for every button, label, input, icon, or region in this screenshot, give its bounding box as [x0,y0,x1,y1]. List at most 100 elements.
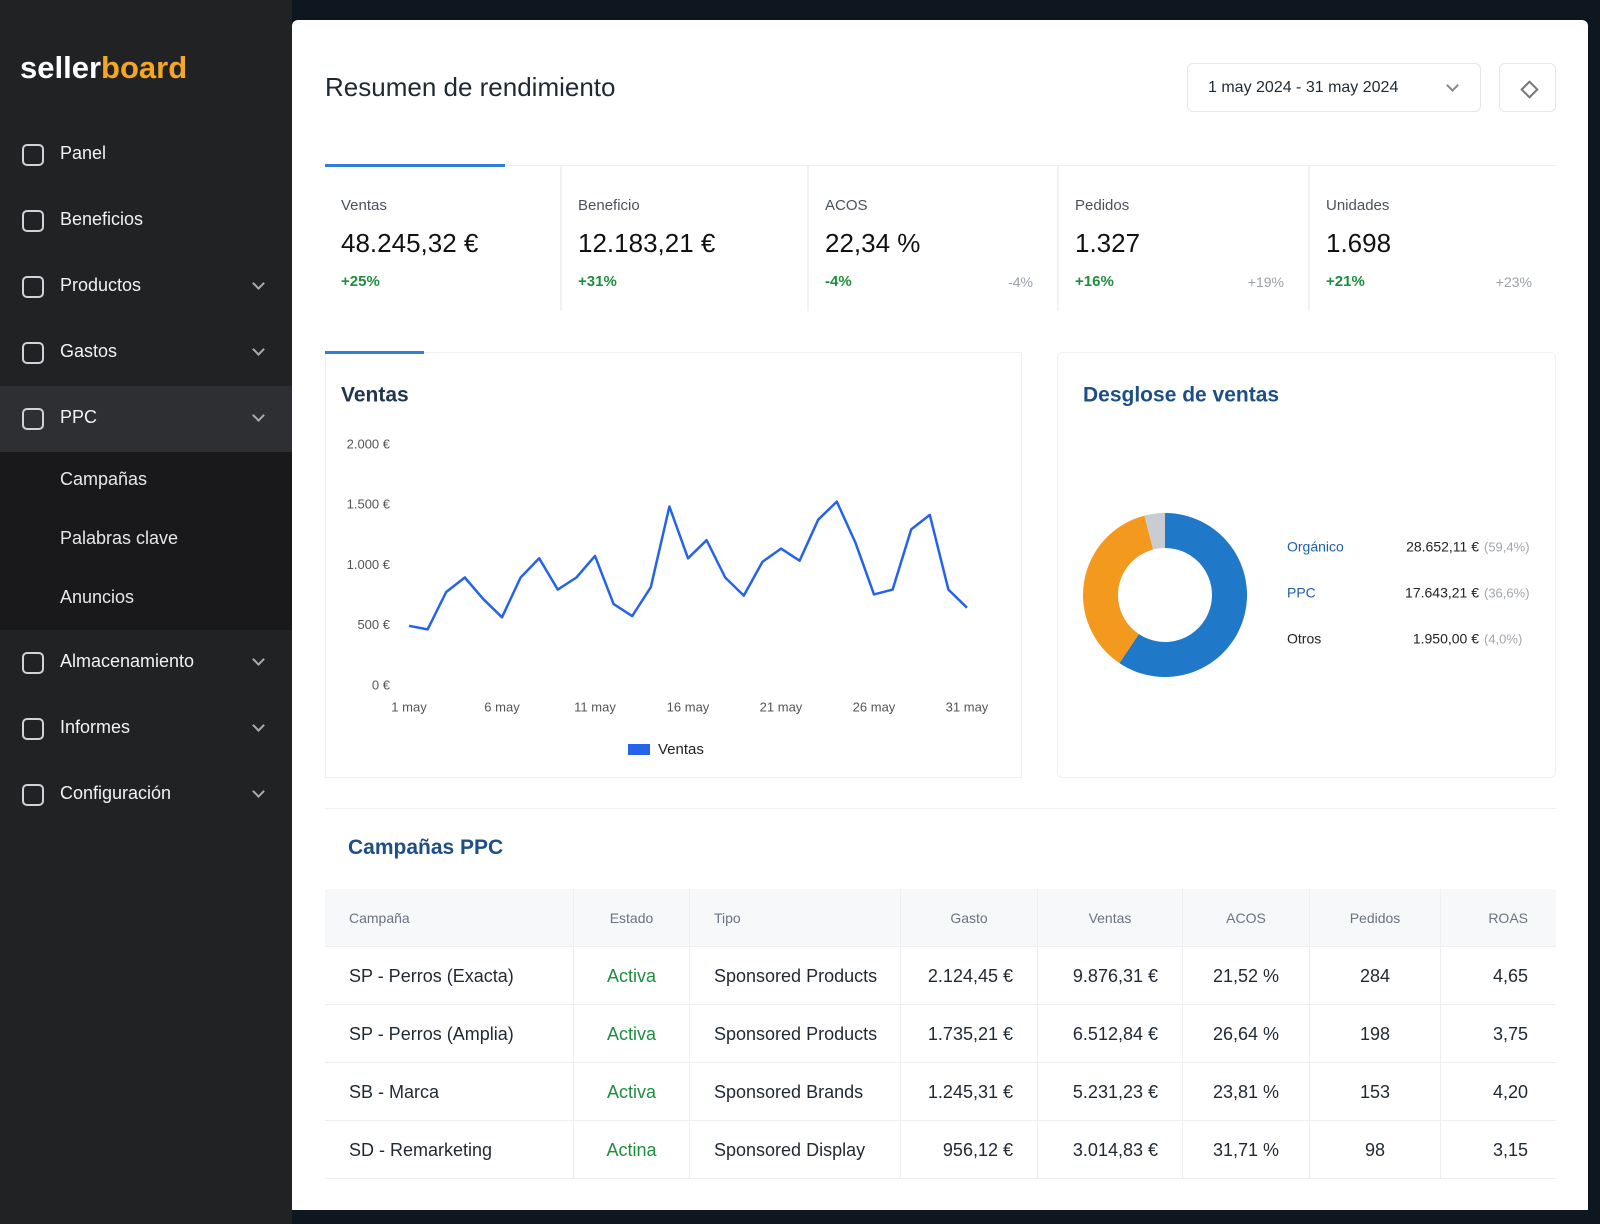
kpi-change: +21% [1326,273,1365,290]
table-cell: 21,52 % [1183,947,1310,1005]
dropdown-icon [1446,79,1459,92]
kpi-label: ACOS [825,197,868,214]
table-cell: Sponsored Brands [690,1063,901,1121]
kpi-change: +31% [578,273,617,290]
column-header: Gasto [901,889,1038,947]
column-header: Campaña [325,889,574,947]
table-cell: Sponsored Products [690,947,901,1005]
table-cell: Actina [574,1121,690,1179]
table-cell: Sponsored Products [690,1005,901,1063]
menu-item[interactable]: Productos [60,275,142,295]
submenu-item[interactable]: Campañas [60,469,148,489]
kpi-value: 1.698 [1326,228,1392,258]
kpi-change: +16% [1075,273,1114,290]
kpi-label: Pedidos [1075,197,1130,214]
chevron [252,785,265,798]
page-title: Resumen de rendimiento [325,72,616,102]
table-cell: Activa [574,1005,690,1063]
menu-item[interactable]: Gastos [60,341,118,361]
settings-button[interactable] [1499,63,1556,112]
kpi-compare: +19% [1247,274,1284,290]
table-cell: 956,12 € [901,1121,1038,1179]
menu-icon [22,784,44,806]
table-cell: SB - Marca [325,1063,574,1121]
submenu-bg [0,452,292,630]
date-picker[interactable]: 1 may 2024 - 31 may 2024 [1187,63,1481,112]
menu-icon [22,276,44,298]
column-header: Pedidos [1310,889,1441,947]
column-header: Estado [574,889,690,947]
table-cell: 98 [1310,1121,1441,1179]
submenu-item[interactable]: Palabras clave [60,528,179,548]
table-cell: 198 [1310,1005,1441,1063]
menu-icon [22,342,44,364]
active-item-bg [0,386,292,452]
kpi-label: Beneficio [578,197,640,214]
table-cell: SP - Perros (Exacta) [325,947,574,1005]
kpi-label: Unidades [1326,197,1390,214]
menu-item[interactable]: Informes [60,717,131,737]
kpi-card[interactable]: Ventas 48.245,32 € +25% [325,166,562,311]
menu-item[interactable]: Panel [60,143,107,163]
date-range: 1 may 2024 - 31 may 2024 [1208,79,1399,96]
column-header: Tipo [690,889,901,947]
table-cell: 6.512,84 € [1038,1005,1183,1063]
kpi-change: -4% [825,273,852,290]
table-cell: 3.014,83 € [1038,1121,1183,1179]
table-cell: SP - Perros (Amplia) [325,1005,574,1063]
submenu-item[interactable]: Anuncios [60,587,135,607]
table-cell: 153 [1310,1063,1441,1121]
kpi-top-border [325,165,1556,166]
table-cell: 5.231,23 € [1038,1063,1183,1121]
table-cell: 1.735,21 € [901,1005,1038,1063]
table-cell: Sponsored Display [690,1121,901,1179]
kpi-value: 22,34 % [825,228,921,258]
table-cell: 284 [1310,947,1441,1005]
table-cell: 9.876,31 € [1038,947,1183,1005]
chevron [252,719,265,732]
table-cell: 4,65 [1441,947,1556,1005]
logo[interactable]: sellerboard [20,50,187,86]
menu-icon [22,210,44,232]
table-header-bg [325,889,1556,947]
menu-item[interactable]: Almacenamiento [60,651,195,671]
menu-item[interactable]: PPC [60,407,98,427]
logo-seller: seller [20,50,102,85]
table-cell: 3,15 [1441,1121,1556,1179]
table-cell: SD - Remarketing [325,1121,574,1179]
table-cell: 3,75 [1441,1005,1556,1063]
menu-icon [22,408,44,430]
menu-icon [22,718,44,740]
table-cell: 1.245,31 € [901,1063,1038,1121]
table-cell: 4,20 [1441,1063,1556,1121]
chevron [252,653,265,666]
kpi-compare: +23% [1495,274,1532,290]
chevron [252,343,265,356]
menu-item[interactable]: Configuración [60,783,172,803]
kpi-value: 12.183,21 € [578,228,716,258]
table-title: Campañas PPC [348,836,504,859]
column-header: ACOS [1183,889,1310,947]
menu-icon [22,144,44,166]
table-cell: 31,71 % [1183,1121,1310,1179]
table-cell: Activa [574,947,690,1005]
settings-icon [1520,80,1539,99]
kpi-card[interactable]: Beneficio 12.183,21 € +31% [562,166,809,311]
kpi-card[interactable]: Pedidos 1.327 +16% +19% [1059,166,1310,311]
kpi-active-indicator [325,164,505,167]
kpi-compare: -4% [1008,274,1033,290]
kpi-card[interactable]: ACOS 22,34 % -4% -4% [809,166,1059,311]
sidebar: sellerboard Panel Beneficios Productos Gast… [0,0,292,1224]
table-cell: 2.124,45 € [901,947,1038,1005]
logo-board: board [101,50,188,85]
kpi-value: 48.245,32 € [341,228,479,258]
breakdown-panel [1057,352,1556,778]
campaigns-panel [325,808,1556,1183]
kpi-card[interactable]: Unidades 1.698 +21% +23% [1310,166,1556,311]
kpi-value: 1.327 [1075,228,1141,258]
kpi-change: +25% [341,273,380,290]
menu-item[interactable]: Beneficios [60,209,144,229]
column-header: ROAS [1441,889,1556,947]
table-cell: Activa [574,1063,690,1121]
